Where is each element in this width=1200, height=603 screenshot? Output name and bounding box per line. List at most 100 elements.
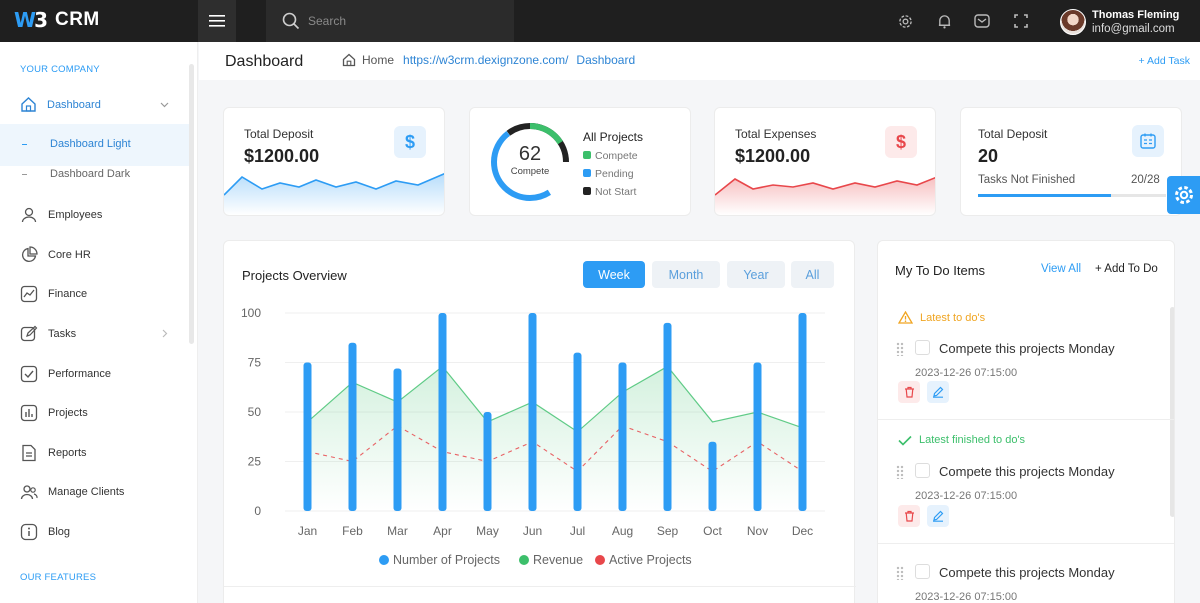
pencil-icon [933,386,944,398]
todo-date: 2023-12-26 07:15:00 [915,367,1018,379]
chevron-down-icon[interactable] [160,102,169,108]
bar-jun [528,313,537,511]
drag-handle[interactable] [896,342,904,356]
logo[interactable]: W3 CRM [14,8,100,32]
fullscreen-button[interactable] [1011,11,1031,31]
sidebar-item-finance[interactable]: Finance [20,285,87,303]
revenue-line [307,365,803,433]
dollar-icon: $ [394,126,426,158]
y-tick-label: 50 [248,405,262,419]
fullscreen-icon [1014,14,1028,28]
card-footer-divider [224,586,856,587]
sidebar-item-dashboard[interactable] [0,124,189,166]
drag-handle[interactable] [896,566,904,580]
y-tick-label: 100 [241,306,261,320]
breadcrumb-url[interactable]: https://w3crm.dexignzone.com/ [403,53,569,67]
bell-icon [938,14,950,28]
chevron-right-icon[interactable] [162,329,168,338]
expenses-sparkline [715,176,935,215]
todo-checkbox[interactable] [915,463,930,478]
legend-item-not-start: Not Start [583,183,643,201]
home-icon [21,97,36,112]
delete-button[interactable] [898,505,920,527]
messages-button[interactable] [972,11,992,31]
edit-button[interactable] [927,381,949,403]
delete-button[interactable] [898,381,920,403]
add-todo-button[interactable]: + Add To Do [1095,263,1158,275]
tasks-progress-track [978,194,1166,197]
notifications-button[interactable] [934,11,954,31]
page-title: Dashboard [225,53,304,70]
sidebar-item-tasks[interactable]: Tasks [20,325,76,343]
settings-button[interactable] [895,11,915,31]
breadcrumb-current[interactable]: Dashboard [576,53,636,67]
brand-name: CRM [54,9,100,30]
sidebar-item-blog[interactable]: Blog [20,523,70,541]
bar-sep [663,322,672,511]
sidebar-item-manage-clients[interactable]: Manage Clients [20,483,124,501]
todo-title: My To Do Items [895,263,986,278]
sidebar-item-core-hr[interactable]: Core HR [20,246,91,264]
theme-settings-button[interactable] [1167,176,1200,214]
sidebar-sub-dashboard-dark[interactable]: Dashboard Dark [22,168,130,180]
todo-group-finished: Latest finished to do's Compete this pro… [878,420,1174,544]
card-label: Total Deposit [244,127,314,141]
view-all-link[interactable]: View All [1041,263,1082,275]
sidebar-item-projects[interactable]: Projects [20,404,88,422]
y-tick-label: 75 [248,356,262,370]
page-header: Dashboard Home https://w3crm.dexignzone.… [199,42,1200,80]
all-projects-card: 62 Compete All Projects Compete Pending … [469,107,691,216]
todo-group-latest: Latest to do's Compete this projects Mon… [878,297,1174,420]
tab-year[interactable]: Year [727,261,785,288]
bar-dec [798,313,807,511]
sidebar-item-employees[interactable]: Employees [20,206,102,224]
bar-nov [753,362,762,511]
todo-text: Compete this projects Monday [939,464,1115,479]
x-tick-label: Nov [747,524,768,538]
search-box[interactable]: Search [266,0,514,42]
edit-button[interactable] [927,505,949,527]
info-icon [20,523,38,541]
card-value: 20 [978,146,999,166]
todo-checkbox[interactable] [915,340,930,355]
search-input[interactable]: Search [308,14,347,28]
tab-all[interactable]: All [791,261,834,288]
sidebar-item-reports[interactable]: Reports [20,444,87,462]
x-tick-label: Aug [612,524,633,538]
card-label: Total Expenses [735,127,817,141]
logo-mark: W3 [14,8,48,32]
sidebar-scrollbar[interactable] [189,64,194,344]
x-tick-label: Jul [570,524,585,538]
tab-week[interactable]: Week [583,261,645,288]
finished-todos-label: Latest finished to do's [898,434,1025,446]
pie-chart-icon [22,246,38,262]
legend-item-compete: Compete [583,147,643,165]
add-task-button[interactable]: + Add Task [1138,55,1190,67]
menu-toggle-button[interactable] [198,0,236,42]
user-name: Thomas Fleming [1092,9,1180,21]
total-expenses-card: Total Expenses $1200.00 $ [714,107,936,216]
sidebar-item-performance[interactable]: Performance [20,365,111,383]
donut-label: Compete [510,166,550,177]
latest-todos-label: Latest to do's [898,311,985,324]
bar-oct [708,441,717,511]
gear-icon [898,14,912,28]
sidebar-sub-dashboard-light[interactable]: Dashboard Light [22,138,131,150]
todo-checkbox[interactable] [915,564,930,579]
drag-handle[interactable] [896,465,904,479]
x-tick-label: Jan [298,524,317,538]
card-value: $1200.00 [735,146,811,166]
avatar[interactable] [1060,9,1086,35]
x-tick-label: May [476,524,499,538]
user-icon [21,207,37,223]
projects-overview-card: Projects Overview Week Month Year All 0 2… [223,240,856,603]
tab-month[interactable]: Month [652,261,720,288]
document-icon [22,444,36,462]
todo-scrollbar[interactable] [1170,307,1174,517]
user-profile[interactable]: Thomas Fleming info@gmail.com [1060,8,1179,36]
legend-dot [379,555,389,565]
legend-label: Number of Projects [393,553,500,567]
sidebar-item-dashboard-label[interactable]: Dashboard [20,96,101,113]
breadcrumb-home[interactable]: Home [362,53,395,67]
hamburger-icon [209,15,225,27]
